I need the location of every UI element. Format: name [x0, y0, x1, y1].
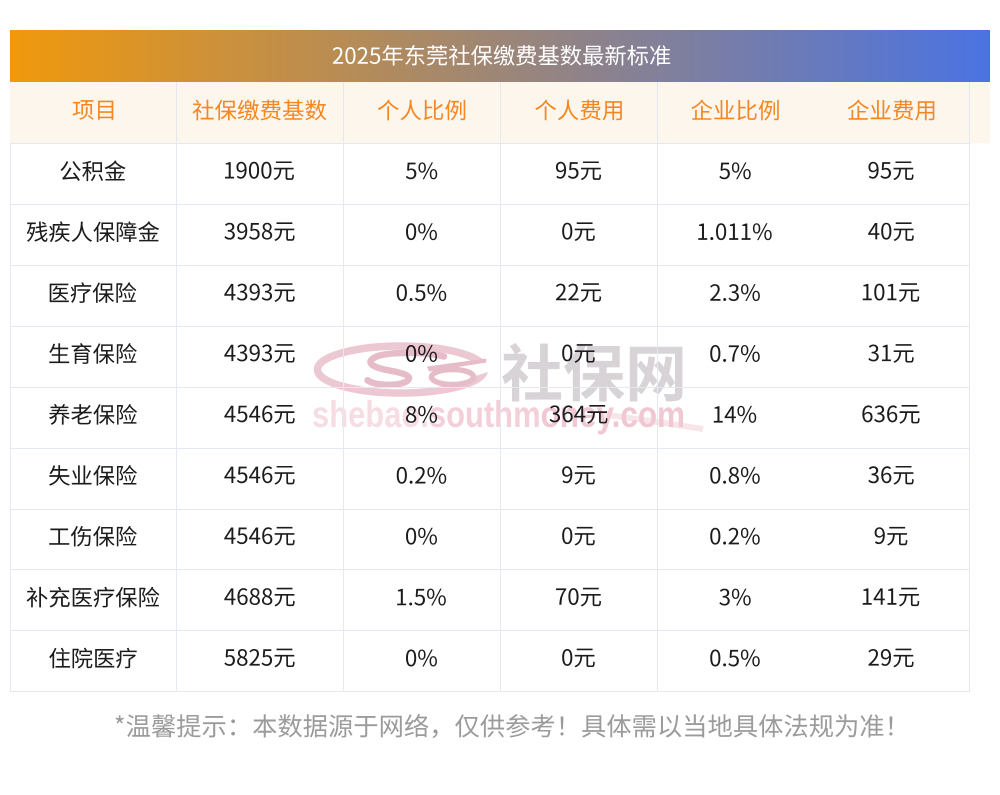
svg-text:southm: southm	[429, 394, 541, 435]
svg-text:oney.com: oney.com	[541, 394, 685, 435]
